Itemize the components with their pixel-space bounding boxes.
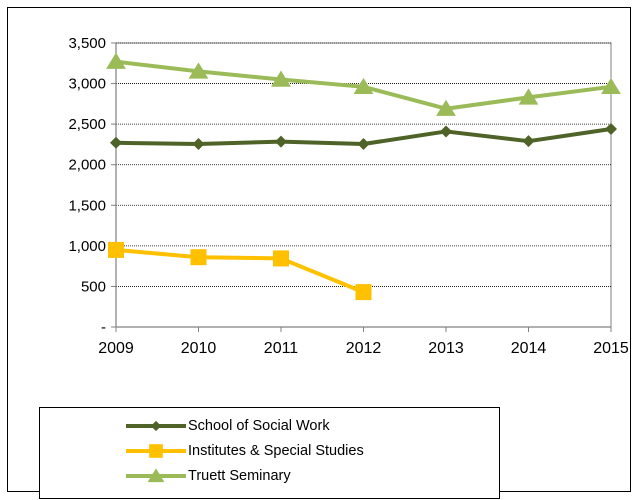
data-point-0 <box>275 135 287 148</box>
data-point-1 <box>190 249 207 266</box>
data-point-0 <box>192 138 205 151</box>
legend-label: School of Social Work <box>188 418 330 434</box>
data-point-0 <box>522 135 535 148</box>
legend-item: Truett Seminary <box>126 465 291 487</box>
data-point-2 <box>106 52 126 69</box>
data-point-1 <box>355 284 372 301</box>
legend-item: Institutes & Special Studies <box>126 440 364 462</box>
x-tick-label: 2009 <box>98 340 134 357</box>
data-point-1 <box>273 250 289 267</box>
legend-marker <box>149 444 163 458</box>
x-tick-label: 2012 <box>346 340 382 357</box>
legend-swatch <box>126 468 186 483</box>
x-tick-label: 2013 <box>428 340 464 357</box>
x-tick-label: 2014 <box>511 340 547 357</box>
x-tick-label: 2011 <box>264 340 299 357</box>
data-point-2 <box>518 88 539 105</box>
data-point-1 <box>108 241 124 258</box>
legend-swatch <box>126 444 186 458</box>
y-tick-label: 3,000 <box>68 76 106 93</box>
y-tick-label: 2,500 <box>68 116 106 133</box>
y-tick-label: 3,500 <box>68 35 106 52</box>
data-point-0 <box>605 123 617 136</box>
y-tick-label: 500 <box>81 278 106 295</box>
data-point-0 <box>110 136 122 149</box>
y-tick-label: 1,000 <box>68 238 106 255</box>
legend-label: Truett Seminary <box>188 468 291 484</box>
data-point-2 <box>271 70 291 87</box>
legend-marker <box>150 420 162 432</box>
line-chart: - 500 1,000 1,500 2,000 2,500 3,000 3,500 2009 20… <box>68 35 629 357</box>
legend-item: School of Social Work <box>126 415 330 437</box>
legend-label: Institutes & Special Studies <box>188 443 364 459</box>
legend: School of Social Work Institutes & Specia… <box>39 407 500 499</box>
data-point-2 <box>436 99 456 116</box>
data-point-2 <box>353 77 374 95</box>
y-tick-label: - <box>101 319 106 336</box>
data-point-2 <box>188 62 209 79</box>
legend-swatch <box>126 420 186 432</box>
data-point-0 <box>357 138 370 151</box>
y-tick-label: 2,000 <box>68 157 106 174</box>
x-tick-label: 2010 <box>181 340 217 357</box>
chart-frame: - 500 1,000 1,500 2,000 2,500 3,000 3,500 2009 20… <box>7 7 631 499</box>
legend-marker <box>147 468 165 483</box>
x-tick-label: 2015 <box>593 340 629 357</box>
data-point-2 <box>601 77 621 95</box>
y-tick-label: 1,500 <box>68 197 106 214</box>
series-line-1 <box>115 247 365 294</box>
